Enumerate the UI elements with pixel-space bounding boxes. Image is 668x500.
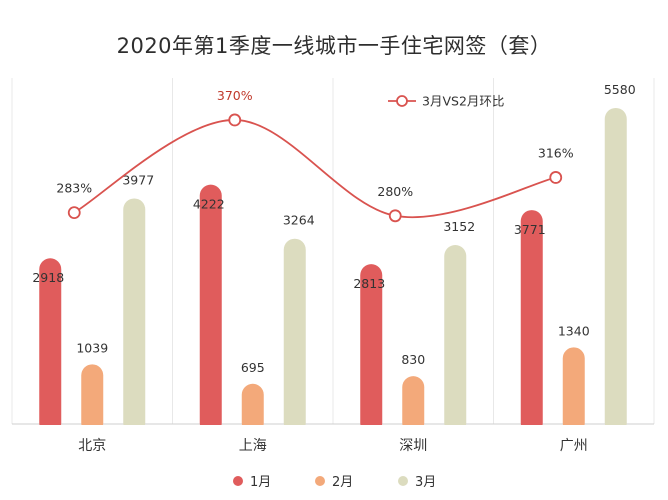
legend-label-3: 3月 xyxy=(415,475,436,490)
bar-2-1 xyxy=(81,364,104,434)
chart-title: 2020年第1季度一线城市一手住宅网签（套） xyxy=(116,34,552,58)
legend-marker-1 xyxy=(233,476,243,486)
bar-1-1 xyxy=(39,258,62,434)
ratio-point-1 xyxy=(67,206,81,220)
bar-1-3 xyxy=(360,264,383,434)
ratio-point-4 xyxy=(549,171,563,184)
ratio-line xyxy=(73,119,556,219)
x-tick-label: 深圳 xyxy=(399,438,427,454)
line-legend-label: 3月VS2月环比 xyxy=(422,94,504,109)
legend-marker-3 xyxy=(398,476,408,486)
bar-3-1 xyxy=(123,198,146,434)
x-tick-label: 北京 xyxy=(78,438,106,454)
bar-value-label: 3977 xyxy=(122,172,154,187)
bar-2-2 xyxy=(241,383,264,434)
bar-value-label: 2918 xyxy=(32,270,64,285)
bar-2-3 xyxy=(402,376,425,434)
x-tick-label: 上海 xyxy=(239,438,267,454)
line-legend-marker xyxy=(396,95,408,107)
bar-value-label: 695 xyxy=(241,360,265,375)
bar-value-label: 3264 xyxy=(283,213,315,228)
bar-value-label: 5580 xyxy=(604,82,636,97)
bar-3-3 xyxy=(444,245,467,434)
bar-value-label: 3771 xyxy=(514,222,546,237)
legend-label-2: 2月 xyxy=(332,475,353,490)
ratio-label-4: 316% xyxy=(538,145,574,160)
bar-2-4 xyxy=(562,347,585,434)
bar-value-label: 2813 xyxy=(353,276,385,291)
bar-1-2 xyxy=(199,184,222,434)
ratio-point-3 xyxy=(388,209,402,223)
bar-value-label: 4222 xyxy=(193,197,225,212)
ratio-label-2: 370% xyxy=(217,88,253,103)
legend-label-1: 1月 xyxy=(250,475,271,490)
baseline-mask xyxy=(13,425,653,439)
ratio-label-3: 280% xyxy=(377,184,413,199)
bar-3-4 xyxy=(604,107,627,435)
bar-3-2 xyxy=(283,238,306,434)
bar-value-label: 1340 xyxy=(558,323,590,338)
ratio-point-2 xyxy=(228,113,242,127)
ratio-label-1: 283% xyxy=(56,181,92,196)
legend-marker-2 xyxy=(315,476,325,486)
bar-value-label: 830 xyxy=(401,352,425,367)
bar-1-4 xyxy=(520,210,543,434)
bar-value-label: 3152 xyxy=(443,219,475,234)
bar-value-label: 1039 xyxy=(76,340,108,355)
x-tick-label: 广州 xyxy=(560,438,588,454)
